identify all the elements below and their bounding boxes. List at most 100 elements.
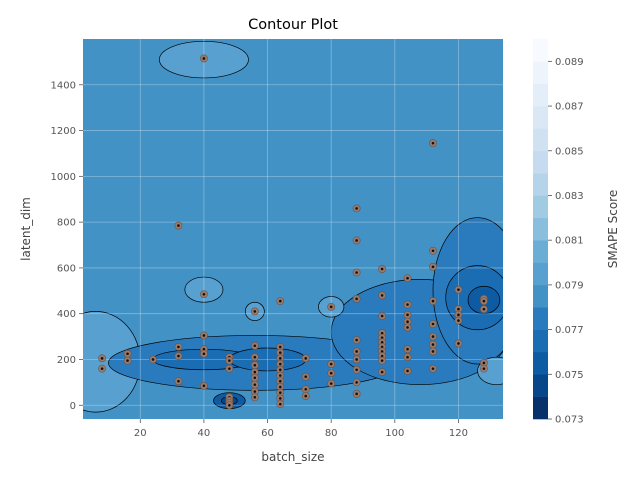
x-tick-label: 40 [198,428,211,439]
trial-point [380,294,384,297]
trial-point [202,384,206,388]
colorbar-segment [533,39,548,62]
colorbar-segment [533,396,548,420]
y-tick-label: 1200 [51,126,76,137]
x-axis: 20 40 60 80 100 120 [134,419,468,439]
colorbar-segment [533,240,548,263]
plot-area [83,39,503,419]
trial-point [431,335,435,338]
trial-point [406,313,409,317]
colorbar-segment [533,351,548,375]
trial-point [278,357,282,360]
contour-region [184,276,224,303]
trial-point [431,322,435,326]
trial-point [329,305,333,309]
trial-point [431,265,435,269]
trial-point [177,379,180,383]
x-tick-label: 60 [261,428,274,439]
trial-point [329,362,333,366]
trial-point [380,267,384,271]
y-axis: 0 200 400 600 800 1000 1200 1400 [51,80,83,412]
trial-point [253,355,257,359]
colorbar-tick-label: 0.083 [555,191,584,202]
trial-point [457,342,460,345]
trial-point [482,367,486,370]
trial-point [380,345,384,349]
trial-point [355,297,358,301]
trial-point [228,403,231,407]
colorbar-segment [533,106,548,129]
contour-regions [83,40,503,413]
trial-points [98,54,488,410]
trial-point [278,402,282,406]
trial-point [278,379,282,383]
chart-title: Contour Plot [248,17,338,33]
trial-point [278,362,282,366]
trial-point [406,320,409,324]
trial-point [126,359,129,362]
trial-point [355,368,358,372]
trial-point [406,369,409,373]
colorbar-tick-label: 0.089 [555,57,584,68]
trial-point [278,397,282,400]
trial-point [457,307,460,311]
y-tick-label: 400 [57,309,76,320]
trial-point [253,370,257,374]
trial-point [355,392,358,396]
colorbar-tick-label: 0.085 [555,146,584,157]
trial-point [228,367,231,370]
trial-point [100,357,104,360]
trial-point [457,288,460,291]
trial-point [457,319,460,322]
colorbar-segment [533,128,548,152]
y-tick-label: 600 [57,263,76,274]
trial-point [355,381,358,384]
trial-point [329,371,333,375]
trial-point [482,307,486,311]
trial-point [202,57,206,60]
colorbar-tick-label: 0.075 [555,370,584,381]
trial-point [431,249,435,253]
trial-point [406,326,409,329]
trial-point [431,299,435,303]
trial-point [457,313,460,317]
colorbar-tick-label: 0.079 [555,280,584,291]
colorbar-segment [533,262,548,286]
x-tick-label: 80 [325,428,338,439]
trial-point [177,345,180,349]
trial-point [406,355,409,359]
trial-point [355,271,358,274]
colorbar-segment [533,374,548,397]
trial-point [253,395,257,399]
trial-point [304,357,308,360]
trial-point [406,276,409,280]
trial-point [151,358,155,361]
colorbar-tick-label: 0.077 [555,325,584,336]
trial-point [380,350,384,353]
colorbar: 0.073 0.075 0.077 0.079 0.081 0.083 0.085 0.087… [533,39,584,426]
x-tick-label: 100 [385,428,404,439]
colorbar-segment [533,284,548,308]
colorbar-tick-label: 0.087 [555,102,584,113]
trial-point [431,141,435,145]
trial-point [202,334,206,337]
trial-point [100,367,104,370]
trial-point [253,310,257,313]
colorbar-segment [533,329,548,353]
y-tick-label: 1400 [51,80,76,91]
trial-point [253,376,257,380]
colorbar-segment [533,83,548,107]
trial-point [380,331,384,335]
y-tick-label: 1000 [51,172,76,183]
trial-point [253,363,257,367]
trial-point [406,347,409,351]
trial-point [355,350,358,353]
trial-point [304,394,308,398]
trial-point [482,361,486,365]
trial-point [380,336,384,340]
trial-point [304,387,308,391]
trial-point [253,390,257,393]
colorbar-segment [533,195,548,219]
trial-point [228,359,231,362]
